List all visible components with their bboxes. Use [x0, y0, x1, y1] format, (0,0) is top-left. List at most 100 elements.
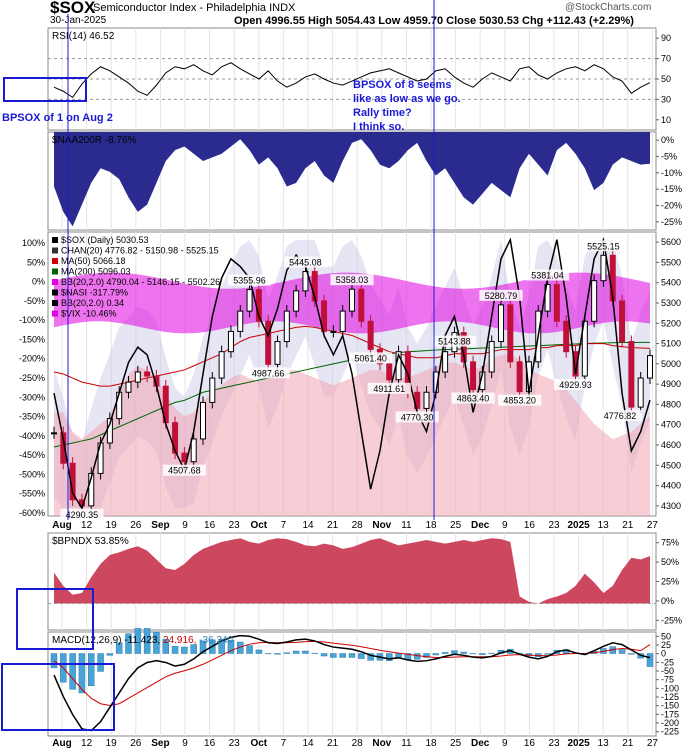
- macd-legend-part: MACD(12,26,9): [52, 635, 124, 646]
- ticker-symbol: $SOX: [50, 0, 96, 17]
- x-axis-label-bottom: Dec: [471, 738, 490, 748]
- nasi-axis-label: -600%: [19, 508, 45, 518]
- rsi-axis-tick-label: 90: [661, 33, 671, 43]
- candle-body: [339, 310, 346, 332]
- candle-body: [553, 284, 560, 322]
- candle-body: [330, 330, 337, 333]
- macd-histogram-bar: [97, 653, 104, 672]
- x-axis-label-price: 19: [106, 520, 118, 531]
- price-label-bg: [395, 411, 439, 423]
- price-label: 5381.04: [531, 271, 564, 281]
- price-axis-tick-label: 5200: [661, 318, 681, 328]
- price-axis-tick-label: 4500: [661, 460, 681, 470]
- x-axis-label-bottom: 16: [524, 738, 536, 748]
- candle-body: [125, 381, 132, 393]
- price-axis-tick-label: 5100: [661, 339, 681, 349]
- macd-histogram-bar: [292, 650, 300, 654]
- macd-legend-part: -11.423,: [124, 635, 163, 646]
- macd-legend: MACD(12,26,9) -11.423, 24.916, -36.340: [52, 635, 233, 646]
- price-axis-tick-label: 5600: [661, 237, 681, 247]
- candle-body: [488, 341, 495, 373]
- price-label: 5355.96: [233, 276, 266, 286]
- right-note-line-4: I think so.: [353, 121, 405, 133]
- x-axis-label-bottom: 13: [598, 738, 610, 748]
- x-axis-label-price: 23: [229, 520, 241, 531]
- price-label-bg: [367, 382, 411, 394]
- price-axis-tick-label: 4600: [661, 440, 681, 450]
- macd-histogram-bar: [423, 653, 430, 658]
- candle-body: [563, 320, 570, 353]
- macd-histogram-bar: [451, 650, 458, 654]
- x-axis-label-price: 14: [302, 520, 314, 531]
- price-label: 4507.68: [168, 466, 201, 476]
- x-axis-label-price: 26: [130, 520, 142, 531]
- macd-histogram-bar: [125, 633, 132, 654]
- x-axis-label-price: 18: [425, 520, 437, 531]
- breadth-axis-tick-label: -15%: [661, 184, 682, 194]
- macd-axis-tick-label: -100: [661, 683, 679, 693]
- breadth-axis-tick-label: 0%: [661, 135, 674, 145]
- x-axis-label-bottom: 19: [106, 738, 118, 748]
- candle-body: [581, 320, 588, 377]
- macd-histogram-bar: [432, 653, 440, 656]
- macd-histogram-bar: [348, 653, 356, 658]
- candle-body: [190, 438, 197, 463]
- macd-legend-part: 24.916,: [163, 635, 199, 646]
- candle-body: [237, 310, 244, 332]
- bpndx-axis-tick-label: 75%: [661, 538, 679, 548]
- macd-histogram-bar: [134, 628, 142, 654]
- candle-body: [442, 351, 449, 373]
- rsi-axis-tick-label: 10: [661, 115, 671, 125]
- x-axis-label-bottom: 9: [182, 738, 188, 748]
- candle-body: [386, 363, 393, 381]
- candle-body: [498, 304, 504, 343]
- x-axis-label-price: 13: [598, 520, 610, 531]
- macd-axis-tick-label: 0: [661, 649, 666, 659]
- price-label: 5525.15: [587, 241, 620, 251]
- candle-body: [218, 351, 225, 379]
- nasi-axis-label: -250%: [19, 373, 45, 383]
- annotation-box-rsi: [3, 77, 87, 102]
- macd-histogram-bar: [88, 653, 95, 687]
- x-axis-label-bottom: 28: [352, 738, 364, 748]
- macd-axis-tick-label: -50: [661, 666, 674, 676]
- candle-body: [349, 288, 355, 312]
- x-axis-label-price: 11: [401, 520, 412, 531]
- macd-histogram-bar: [441, 652, 449, 654]
- price-label: 4987.66: [252, 368, 285, 378]
- macd-axis-tick-label: -150: [661, 701, 679, 711]
- x-axis-label-price: Oct: [250, 520, 267, 531]
- breadth-area: [54, 132, 650, 227]
- price-legend-swatch: [52, 279, 58, 285]
- breadth-axis-tick-label: -10%: [661, 168, 682, 178]
- candle-body: [302, 271, 309, 292]
- nasi-axis-label: -450%: [19, 450, 45, 460]
- price-label: 5143.88: [438, 337, 471, 347]
- price-label-bg: [349, 352, 393, 364]
- nasi-axis-label: 100%: [22, 238, 45, 248]
- x-axis-label-bottom: 21: [327, 738, 339, 748]
- x-axis-label-bottom: 2025: [567, 738, 590, 748]
- price-label-bg: [432, 335, 477, 347]
- candle-body: [591, 280, 598, 322]
- price-legend-entry: $NASI -317.79%: [61, 288, 128, 298]
- x-axis-label-price: 12: [81, 520, 93, 531]
- macd-axis-tick-label: 25: [661, 640, 671, 650]
- x-axis-label-bottom: 27: [647, 738, 659, 748]
- x-axis-label-bottom: 21: [622, 738, 634, 748]
- bpndx-axis-tick-label: 50%: [661, 557, 679, 567]
- nasi-axis-label: -500%: [19, 469, 45, 479]
- nasi-axis-label: -300%: [19, 392, 45, 402]
- x-axis-label-price: 25: [450, 520, 462, 531]
- macd-axis-tick-label: -25: [661, 657, 674, 667]
- rsi-legend: RSI(14) 46.52: [52, 31, 115, 42]
- macd-histogram-bar: [330, 653, 337, 658]
- candle-body: [647, 355, 653, 379]
- rsi-axis-tick-label: 50: [661, 74, 671, 84]
- macd-histogram-bar: [274, 653, 281, 655]
- candle-body: [60, 432, 67, 464]
- candle-body: [227, 330, 234, 353]
- price-legend-entry: $VIX -10.46%: [61, 309, 117, 319]
- x-axis-label-price: Sep: [151, 520, 169, 531]
- x-axis-label-bottom: 26: [130, 738, 142, 748]
